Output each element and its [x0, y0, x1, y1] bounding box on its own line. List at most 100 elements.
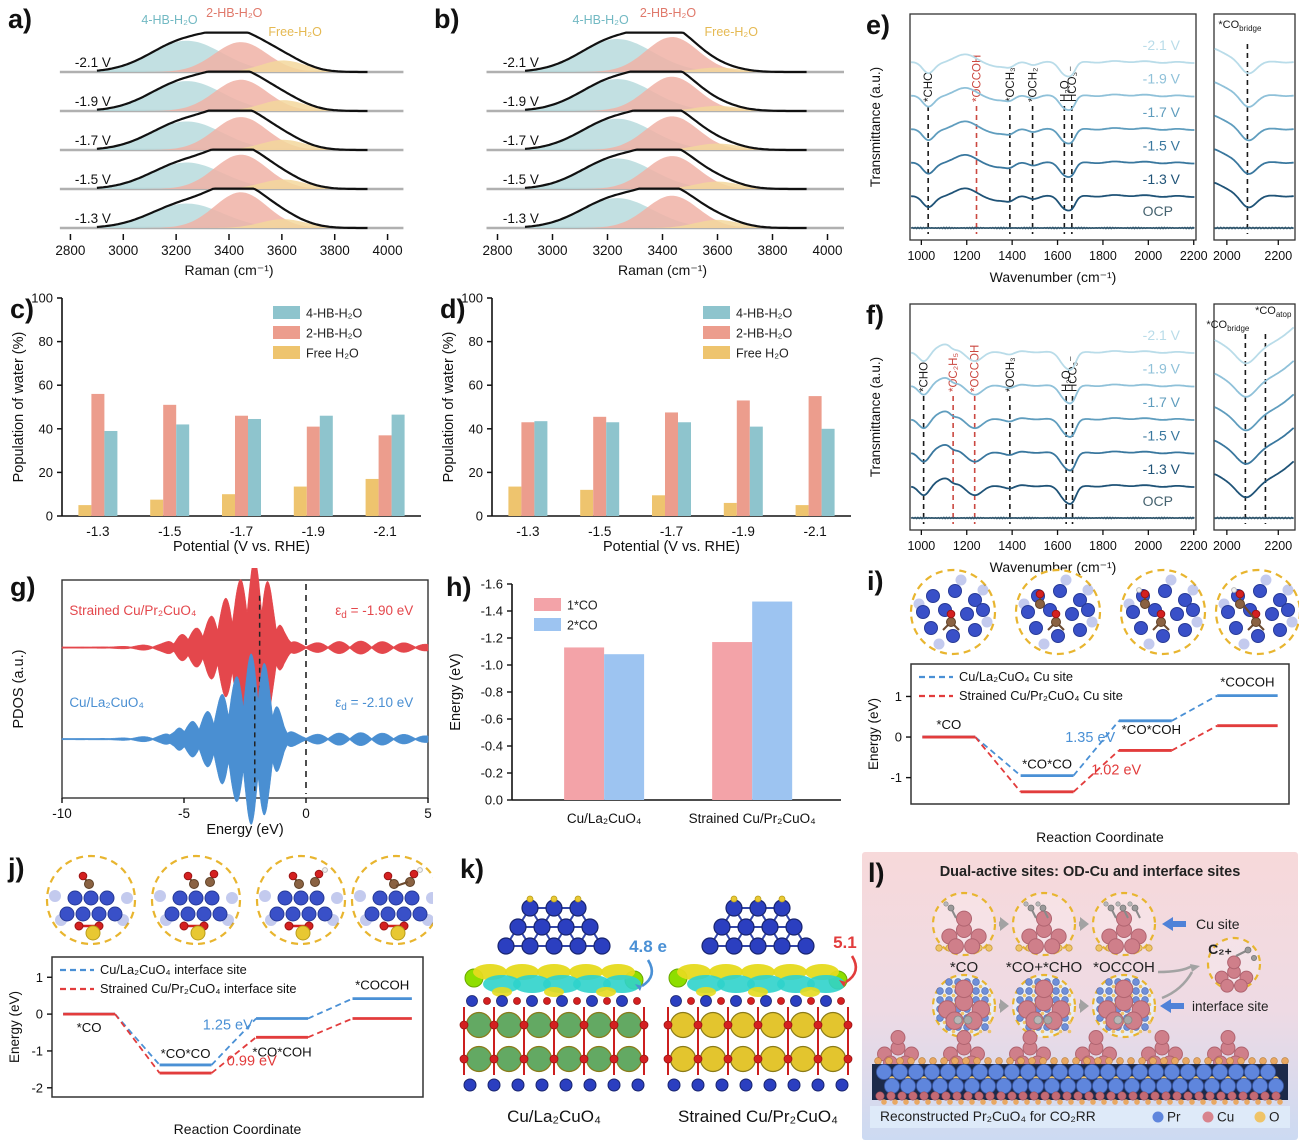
- svg-text:-1.7: -1.7: [230, 524, 253, 539]
- svg-text:-0.4: -0.4: [481, 739, 503, 754]
- svg-text:0.0: 0.0: [485, 793, 503, 808]
- svg-text:C₂₊: C₂₊: [1208, 941, 1232, 957]
- panel-h-bars: h) 0.0 -0.2 -0.4 -0.6 -0.8 -1.0 -1.2 -1.4 -1.6 Cu…: [444, 568, 859, 840]
- svg-text:-1.9 V: -1.9 V: [1143, 361, 1181, 377]
- svg-text:-1.7 V: -1.7 V: [75, 133, 111, 148]
- reaction-energy-chart: -2 -1 0 1 Cu/La₂CuO₄ interface site Strained …: [7, 854, 442, 1137]
- svg-text:80: 80: [39, 334, 53, 349]
- svg-text:Energy (eV): Energy (eV): [7, 991, 22, 1063]
- svg-text:0: 0: [302, 806, 310, 821]
- svg-text:*CHO: *CHO: [923, 72, 935, 102]
- svg-text:1: 1: [895, 689, 902, 704]
- svg-text:H₂O: H₂O: [1059, 80, 1071, 102]
- svg-text:3400: 3400: [214, 243, 244, 258]
- svg-text:OCP: OCP: [1143, 203, 1173, 219]
- svg-text:2*CO: 2*CO: [567, 619, 598, 633]
- svg-text:-2.1: -2.1: [803, 524, 826, 539]
- svg-text:*COCOH: *COCOH: [1220, 675, 1274, 690]
- svg-text:1600: 1600: [1044, 539, 1072, 553]
- panel-i-energy: i) -1 0 1 Cu/La₂CuO₄ Cu site Strained Cu/Pr₂…: [865, 560, 1299, 848]
- panel-d-letter: d): [440, 294, 466, 324]
- svg-text:*OCH₃: *OCH₃: [1005, 67, 1017, 102]
- svg-text:Energy (eV): Energy (eV): [206, 822, 283, 838]
- svg-text:Potential (V vs. RHE): Potential (V vs. RHE): [603, 539, 740, 555]
- svg-text:2000: 2000: [1134, 539, 1162, 553]
- svg-text:Free-H₂O: Free-H₂O: [705, 25, 759, 39]
- svg-text:0.99 eV: 0.99 eV: [227, 1054, 277, 1070]
- svg-text:1200: 1200: [953, 539, 981, 553]
- svg-text:*CO*CO: *CO*CO: [161, 1046, 211, 1061]
- svg-text:2200: 2200: [1264, 539, 1292, 553]
- mechanism-scheme: Dual-active sites: OD-Cu and interface s…: [862, 852, 1298, 1140]
- svg-text:*CO*CO: *CO*CO: [1022, 757, 1072, 772]
- svg-text:100: 100: [461, 291, 483, 306]
- svg-text:Pr: Pr: [1167, 1110, 1181, 1125]
- svg-text:*OCH₃: *OCH₃: [1005, 357, 1017, 392]
- svg-text:-1.0: -1.0: [481, 658, 503, 673]
- svg-text:1.25 eV: 1.25 eV: [203, 1018, 253, 1034]
- svg-text:1200: 1200: [953, 249, 981, 263]
- svg-text:-0.2: -0.2: [481, 766, 503, 781]
- svg-text:*CHO: *CHO: [919, 362, 931, 392]
- svg-text:0: 0: [46, 509, 53, 524]
- svg-text:-1.5: -1.5: [158, 524, 181, 539]
- svg-text:3600: 3600: [702, 243, 732, 258]
- svg-text:-1.3 V: -1.3 V: [75, 211, 111, 226]
- panel-b-letter: b): [434, 4, 460, 34]
- svg-text:*OCH₂: *OCH₂: [1028, 68, 1040, 103]
- svg-text:Free H₂O: Free H₂O: [306, 347, 359, 361]
- svg-text:Transmittance (a.u.): Transmittance (a.u.): [868, 357, 883, 477]
- svg-text:2-HB-H₂O: 2-HB-H₂O: [640, 6, 697, 20]
- svg-text:Dual-active sites: OD-Cu and i: Dual-active sites: OD-Cu and interface s…: [940, 864, 1241, 880]
- svg-text:-0.8: -0.8: [481, 685, 503, 700]
- svg-text:20: 20: [39, 465, 53, 480]
- svg-text:2000: 2000: [1213, 249, 1241, 263]
- svg-text:Population of water (%): Population of water (%): [441, 332, 457, 483]
- svg-text:Potential (V vs. RHE): Potential (V vs. RHE): [173, 539, 310, 555]
- svg-text:*CO: *CO: [936, 717, 961, 732]
- svg-text:-2.1 V: -2.1 V: [503, 55, 539, 70]
- svg-text:HCO₃⁻: HCO₃⁻: [1067, 66, 1079, 102]
- svg-text:-1.5 V: -1.5 V: [503, 172, 539, 187]
- svg-text:4-HB-H₂O: 4-HB-H₂O: [306, 307, 363, 321]
- svg-text:60: 60: [39, 378, 53, 393]
- panel-h-letter: h): [446, 572, 472, 602]
- panel-j-energy: j) -2 -1 0 1 Cu/La₂CuO₄ interface site Strain…: [6, 845, 442, 1140]
- svg-text:-1: -1: [890, 770, 902, 785]
- panel-e-ftir: e) *CHO *OCCOH *OCH₃ *OCH₂ H₂O HCO₃⁻ *CObridge…: [866, 2, 1299, 288]
- svg-text:*OC₂H₅: *OC₂H₅: [948, 353, 960, 392]
- svg-text:Wavenumber (cm⁻¹): Wavenumber (cm⁻¹): [990, 559, 1117, 575]
- svg-text:-1.3 V: -1.3 V: [1143, 171, 1181, 187]
- svg-text:-1.9 V: -1.9 V: [1143, 71, 1181, 87]
- svg-text:-10: -10: [52, 806, 72, 821]
- panel-c-bars: c) 0 20 40 60 80 100 -1.3 -1.5 -1.7 -1.9 -2.1 4-HB-…: [8, 288, 433, 558]
- panel-k-letter: k): [460, 854, 485, 884]
- svg-text:Transmittance (a.u.): Transmittance (a.u.): [868, 67, 883, 187]
- svg-text:Cu/La₂CuO₄ Cu site: Cu/La₂CuO₄ Cu site: [959, 669, 1073, 684]
- svg-text:2-HB-H₂O: 2-HB-H₂O: [306, 327, 363, 341]
- svg-text:-1.9: -1.9: [732, 524, 755, 539]
- panel-f-ftir: f) *CHO *OC₂H₅ *OCCOH *OCH₃ H₂O HCO₃⁻ *CObridg…: [866, 292, 1299, 580]
- water-population-chart: 0 20 40 60 80 100 -1.3 -1.5 -1.7 -1.9 -2.1 4-HB-H₂O…: [441, 291, 851, 555]
- svg-text:Raman (cm⁻¹): Raman (cm⁻¹): [618, 262, 707, 278]
- svg-text:Strained Cu/Pr₂CuO₄ interface: Strained Cu/Pr₂CuO₄ interface site: [100, 981, 297, 996]
- panel-g-pdos: g) Strained Cu/Pr₂CuO₄ εd = -1.90 eV Cu/La…: [8, 559, 438, 840]
- svg-text:5.1 e: 5.1 e: [833, 933, 870, 952]
- svg-text:1800: 1800: [1089, 539, 1117, 553]
- svg-text:1000: 1000: [907, 539, 935, 553]
- svg-text:Reaction Coordinate: Reaction Coordinate: [1036, 829, 1164, 845]
- svg-text:0: 0: [895, 730, 902, 745]
- svg-text:Strained Cu/Pr₂CuO₄: Strained Cu/Pr₂CuO₄: [689, 811, 816, 826]
- svg-text:4.8 e: 4.8 e: [629, 937, 667, 956]
- svg-text:Free H₂O: Free H₂O: [736, 347, 789, 361]
- svg-text:Energy (eV): Energy (eV): [866, 698, 881, 770]
- svg-text:Cu site: Cu site: [1196, 916, 1240, 932]
- svg-text:3800: 3800: [757, 243, 787, 258]
- panel-l-letter: l): [868, 858, 885, 888]
- svg-text:1*CO: 1*CO: [567, 599, 598, 613]
- svg-text:1.35 eV: 1.35 eV: [1065, 730, 1115, 746]
- svg-text:3600: 3600: [267, 243, 297, 258]
- svg-text:-1.2: -1.2: [481, 631, 503, 646]
- svg-text:*COatop: *COatop: [1255, 305, 1292, 319]
